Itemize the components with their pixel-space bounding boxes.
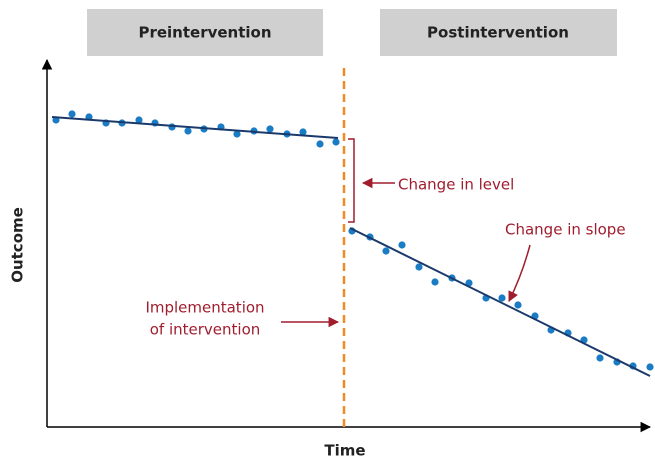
data-point xyxy=(233,130,241,138)
pre-trend xyxy=(51,116,339,139)
phase-box xyxy=(380,9,617,56)
slope-label: Change in slope xyxy=(505,221,626,239)
phase-label: Preintervention xyxy=(138,24,271,42)
phase-box xyxy=(87,9,323,56)
implementation-label: Implementation xyxy=(145,299,264,317)
level-label: Change in level xyxy=(398,176,514,194)
data-point xyxy=(68,110,76,118)
phase-label: Postintervention xyxy=(427,24,569,42)
data-point xyxy=(266,125,274,133)
data-point xyxy=(135,116,143,124)
data-point xyxy=(316,140,324,148)
y-axis-label: Outcome xyxy=(9,207,27,283)
data-point xyxy=(398,241,406,249)
data-point xyxy=(184,127,192,135)
data-point xyxy=(596,354,604,362)
data-point xyxy=(415,263,423,271)
level-bracket xyxy=(348,138,355,223)
slope-arrow xyxy=(508,244,531,302)
data-point xyxy=(514,301,522,309)
x-axis-label: Time xyxy=(324,442,365,460)
implementation-label: of intervention xyxy=(150,321,261,339)
data-point xyxy=(299,128,307,136)
data-point xyxy=(168,123,176,131)
data-point xyxy=(332,138,340,146)
data-point xyxy=(382,247,390,255)
data-point xyxy=(498,294,506,302)
data-point xyxy=(646,363,654,371)
data-point xyxy=(431,278,439,286)
post-trend xyxy=(349,227,651,377)
data-points xyxy=(52,110,654,371)
